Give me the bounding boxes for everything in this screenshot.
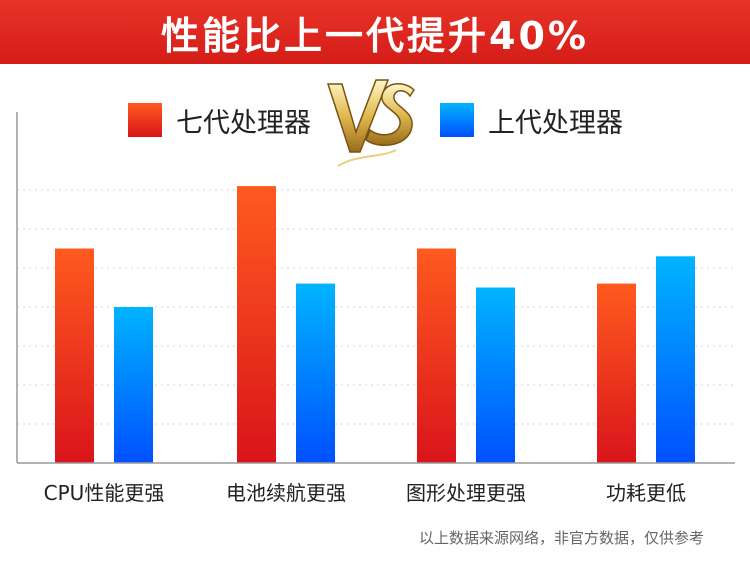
footnote: 以上数据来源网络，非官方数据，仅供参考: [418, 529, 704, 547]
chart-title: 性能比上一代提升40%: [161, 13, 589, 58]
bar-previous-1: [114, 307, 153, 463]
bar-current-3: [417, 248, 456, 463]
x-tick-label: 电池续航更强: [226, 481, 346, 505]
x-tick-label: 图形处理更强: [406, 481, 526, 505]
legend-item-previous: 上代处理器: [440, 100, 623, 140]
bar-previous-3: [476, 287, 515, 463]
bar-previous-4: [656, 256, 695, 463]
legend-item-current: 七代处理器: [128, 100, 311, 140]
legend-swatch-current: [128, 103, 162, 137]
bar-current-2: [237, 186, 276, 463]
legend-swatch-previous: [440, 103, 474, 137]
bar-previous-2: [296, 283, 335, 463]
x-tick-label: CPU性能更强: [44, 481, 165, 505]
legend-label-previous: 上代处理器: [488, 107, 623, 139]
bar-current-4: [597, 283, 636, 463]
title-banner: 性能比上一代提升40%: [0, 0, 750, 64]
legend-label-current: 七代处理器: [176, 107, 311, 139]
bar-current-1: [55, 248, 94, 463]
x-tick-label: 功耗更低: [606, 481, 686, 505]
vs-emblem-icon: [326, 79, 415, 167]
